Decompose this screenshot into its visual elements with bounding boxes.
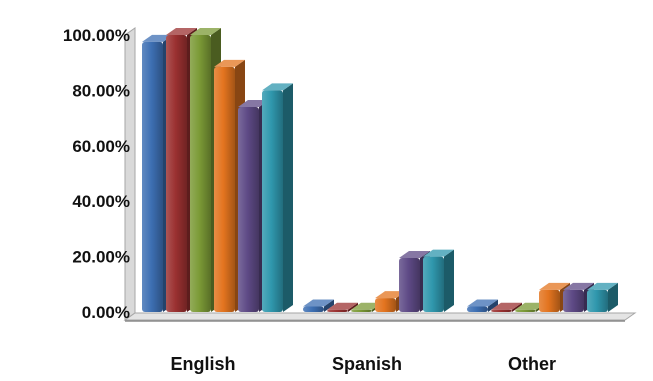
- bar-top: [190, 28, 221, 35]
- floor: [123, 312, 637, 321]
- bar-side: [348, 302, 358, 312]
- bar-front: [214, 66, 235, 312]
- bar-side: [324, 299, 334, 312]
- bar-front: [587, 289, 608, 312]
- bar-front: [351, 309, 372, 312]
- bar-top: [303, 299, 334, 307]
- y-tick-label: 80.00%: [72, 81, 130, 100]
- bar-top: [142, 34, 173, 42]
- bar-top: [539, 282, 570, 290]
- bar-front: [467, 306, 488, 312]
- bar-top: [351, 302, 382, 310]
- bar-top: [423, 249, 454, 257]
- bar-front: [515, 309, 536, 312]
- bar-front: [563, 289, 584, 312]
- bar-front: [238, 107, 259, 313]
- bar-front: [327, 309, 348, 312]
- y-tick-label: 60.00%: [72, 137, 130, 156]
- bar-side: [488, 299, 498, 312]
- bar: [303, 299, 334, 312]
- bar-front: [142, 41, 163, 313]
- bars: [142, 28, 618, 313]
- bar-front: [375, 298, 396, 312]
- bar-top: [262, 83, 293, 91]
- bar: [491, 302, 522, 312]
- bar: [563, 282, 594, 312]
- bar-front: [491, 309, 512, 312]
- y-tick-label: 20.00%: [72, 248, 130, 267]
- bar-top: [214, 59, 245, 67]
- bar-top: [515, 302, 546, 310]
- x-category-label: Other: [508, 354, 556, 374]
- bar: [262, 83, 293, 313]
- left-wall: [124, 27, 136, 321]
- bar-front: [539, 289, 560, 312]
- bar-top: [375, 291, 406, 299]
- y-tick-label: 100.00%: [63, 26, 130, 45]
- bar: [423, 249, 454, 312]
- x-category-label: Spanish: [332, 354, 402, 374]
- y-tick-label: 0.00%: [82, 303, 130, 322]
- bar-side: [512, 302, 522, 312]
- bar-top: [238, 100, 269, 108]
- bar-front: [423, 256, 444, 312]
- bar-front: [190, 35, 211, 312]
- bar-top: [399, 250, 430, 258]
- bar-top: [327, 302, 358, 310]
- chart-walls: [123, 27, 637, 322]
- x-axis-categories: English Spanish Other: [170, 354, 556, 374]
- bar-top: [587, 282, 618, 290]
- x-category-label: English: [170, 354, 235, 374]
- bar-front: [303, 306, 324, 312]
- bar-side: [608, 282, 618, 312]
- bar-front: [399, 257, 420, 312]
- y-axis-ticks: 0.00% 20.00% 40.00% 60.00% 80.00% 100.00%: [63, 26, 130, 322]
- y-tick-label: 40.00%: [72, 192, 130, 211]
- bar: [467, 299, 498, 312]
- bar-front: [262, 90, 283, 313]
- bar-top: [467, 299, 498, 307]
- bar-top: [491, 302, 522, 310]
- bar: [327, 302, 358, 312]
- bar-front: [166, 35, 187, 312]
- bar-top: [563, 282, 594, 290]
- bar-side: [444, 249, 454, 312]
- bar-side: [283, 83, 293, 313]
- bar: [587, 282, 618, 312]
- bar-top: [166, 28, 197, 35]
